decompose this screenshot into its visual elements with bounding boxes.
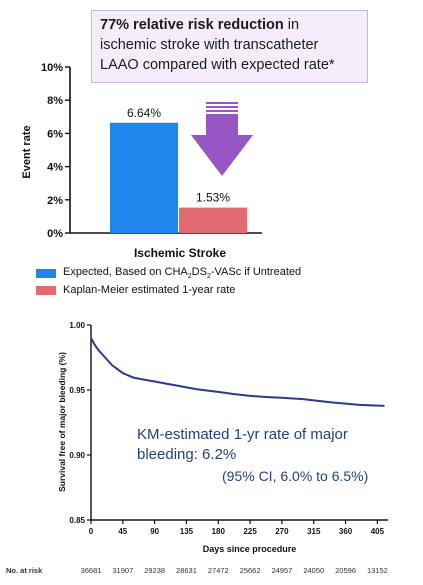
- bar-y-tick-label: 8%: [47, 95, 63, 107]
- km-annotation-line3: (95% CI, 6.0% to 6.5%): [222, 468, 369, 484]
- legend-item-expected: Expected, Based on CHA2DS2-VASc if Untre…: [36, 266, 301, 280]
- callout-text: in ischemic stroke with transcatheter LA…: [100, 17, 335, 73]
- bar-y-tick-label: 10%: [41, 62, 63, 74]
- bar-x-axis-title: Ischemic Stroke: [134, 246, 226, 260]
- bar-y-tick-label: 2%: [47, 195, 63, 207]
- at-risk-count: 13152: [366, 566, 388, 575]
- bar-y-tick-label: 6%: [47, 128, 63, 140]
- arrow-stripe: [206, 106, 238, 108]
- arrow-stripe: [206, 102, 238, 104]
- callout-box: 77% relative risk reduction in ischemic …: [91, 10, 368, 83]
- at-risk-count: 24957: [271, 566, 293, 575]
- legend-swatch-expected: [36, 268, 56, 278]
- bar-expected: [110, 122, 178, 233]
- reduction-arrow: [191, 114, 253, 176]
- km-x-tick-label: 135: [180, 527, 194, 536]
- km-x-tick-label: 45: [118, 527, 127, 536]
- km-x-tick-label: 315: [307, 527, 321, 536]
- km-y-tick-label: 1.00: [69, 321, 85, 330]
- km-x-tick-label: 360: [339, 527, 353, 536]
- bar-y-tick-label: 4%: [47, 162, 63, 174]
- km-y-tick-label: 0.90: [69, 451, 85, 460]
- km-x-tick-label: 225: [243, 527, 257, 536]
- km-x-tick-label: 405: [371, 527, 385, 536]
- legend-item-km: Kaplan-Meier estimated 1-year rate: [36, 284, 235, 296]
- at-risk-count: 29238: [144, 566, 166, 575]
- km-x-tick-label: 90: [150, 527, 159, 536]
- arrow-stripe: [206, 110, 238, 112]
- km-annotation-line2: bleeding: 6.2%: [137, 446, 237, 463]
- bar-label-expected: 6.64%: [127, 106, 161, 120]
- at-risk-count: 31907: [112, 566, 134, 575]
- at-risk-count: 20596: [335, 566, 356, 575]
- bar-km: [179, 207, 247, 233]
- km-x-tick-label: 270: [275, 527, 289, 536]
- at-risk-label: No. at risk: [6, 566, 43, 575]
- bar-y-tick-label: 0%: [47, 228, 63, 240]
- km-y-axis-title: Survival free of major bleeding (%): [57, 352, 67, 492]
- legend-label-expected: Expected, Based on CHA2DS2-VASc if Untre…: [63, 266, 302, 281]
- bar-y-axis-title: Event rate: [21, 125, 33, 178]
- at-risk-count: 24050: [303, 566, 325, 575]
- at-risk-count: 27472: [207, 566, 229, 575]
- at-risk-count: 25662: [239, 566, 261, 575]
- bar-label-km: 1.53%: [196, 191, 230, 205]
- km-y-tick-label: 0.85: [69, 516, 85, 525]
- callout-bold-text: 77% relative risk reduction: [100, 17, 284, 33]
- km-x-tick-label: 0: [89, 527, 94, 536]
- km-y-tick-label: 0.95: [69, 386, 85, 395]
- km-survival-curve: [90, 337, 385, 407]
- km-annotation-line1: KM-estimated 1-yr rate of major: [137, 426, 348, 443]
- legend-label-km: Kaplan-Meier estimated 1-year rate: [63, 284, 236, 296]
- at-risk-row: No. at risk 36681 31907 29238 28631 27472 256…: [0, 566, 423, 580]
- at-risk-count: 28631: [176, 566, 197, 575]
- km-x-tick-label: 180: [212, 527, 226, 536]
- km-x-axis-title: Days since procedure: [203, 544, 297, 554]
- legend-swatch-km: [36, 285, 56, 295]
- at-risk-count: 36681: [80, 566, 102, 575]
